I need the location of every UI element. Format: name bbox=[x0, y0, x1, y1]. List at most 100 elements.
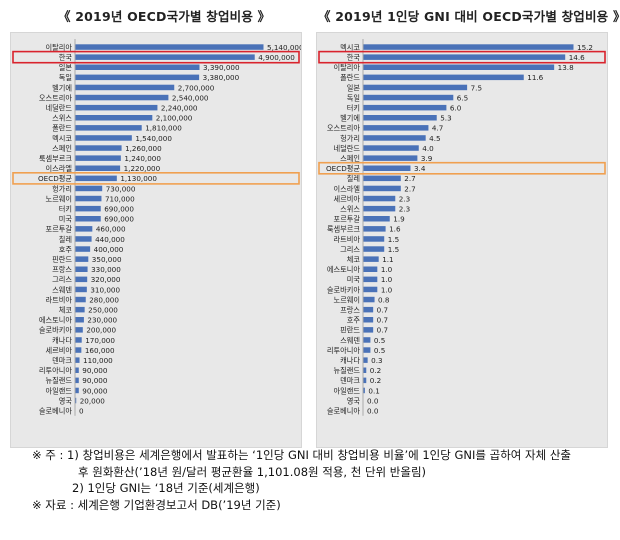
value-label: 4.0 bbox=[422, 144, 434, 153]
category-label: 헝가리 bbox=[52, 184, 72, 193]
bar bbox=[75, 296, 86, 303]
bar bbox=[75, 195, 102, 202]
bar bbox=[75, 115, 153, 121]
value-label: 200,000 bbox=[86, 326, 116, 335]
category-label: 이스라엘 bbox=[46, 164, 73, 173]
bar bbox=[75, 54, 255, 60]
bar bbox=[75, 397, 77, 404]
category-label: 덴마크 bbox=[340, 376, 360, 385]
bar bbox=[75, 266, 88, 272]
oecd-average-highlight-box bbox=[318, 161, 606, 175]
bar bbox=[75, 347, 82, 353]
value-label: 4.5 bbox=[429, 134, 440, 143]
category-label: 뉴질랜드 bbox=[334, 366, 361, 375]
value-label: 5.3 bbox=[440, 114, 451, 123]
bar bbox=[363, 125, 429, 131]
bar bbox=[75, 145, 122, 151]
category-label: 아일랜드 bbox=[334, 386, 361, 395]
category-label: 에스토니아 bbox=[39, 316, 72, 325]
bar bbox=[363, 44, 574, 50]
bar bbox=[363, 276, 378, 283]
value-label: 0.8 bbox=[378, 295, 390, 304]
category-label: 포르투갈 bbox=[334, 215, 361, 224]
category-label: 호주 bbox=[347, 316, 361, 325]
value-label: 2.3 bbox=[399, 204, 410, 213]
category-label: 노르웨이 bbox=[334, 295, 360, 304]
value-label: 1.5 bbox=[388, 245, 399, 254]
category-label: 스페인 bbox=[340, 154, 360, 163]
bar bbox=[75, 327, 83, 333]
bar bbox=[363, 286, 378, 293]
category-label: 캐나다 bbox=[340, 356, 360, 365]
category-label: 라트비아 bbox=[46, 295, 73, 304]
value-label: 3,380,000 bbox=[203, 73, 240, 82]
value-label: 0.5 bbox=[374, 336, 385, 345]
bar bbox=[363, 175, 401, 182]
category-label: 세르비아 bbox=[46, 346, 73, 355]
category-label: 터키 bbox=[347, 103, 360, 112]
category-label: 멕시코 bbox=[52, 134, 72, 143]
value-label: 230,000 bbox=[87, 316, 117, 325]
bar bbox=[363, 306, 374, 313]
value-label: 2.7 bbox=[404, 174, 415, 183]
category-label: 프랑스 bbox=[340, 305, 360, 314]
value-label: 1,540,000 bbox=[135, 134, 172, 143]
category-label: 벨기에 bbox=[340, 114, 360, 123]
category-label: 터키 bbox=[59, 204, 72, 213]
category-label: 덴마크 bbox=[52, 356, 72, 365]
category-label: 그리스 bbox=[340, 245, 360, 254]
value-label: 440,000 bbox=[95, 235, 125, 244]
category-label: 슬로베니아 bbox=[39, 406, 72, 415]
value-label: 7.5 bbox=[471, 83, 482, 92]
bar bbox=[75, 377, 79, 384]
bar bbox=[363, 54, 566, 60]
value-label: 1,240,000 bbox=[124, 154, 161, 163]
category-label: 스웨덴 bbox=[52, 285, 72, 294]
value-label: 350,000 bbox=[92, 255, 122, 264]
category-label: 네덜란드 bbox=[334, 144, 361, 153]
category-label: 일본 bbox=[347, 83, 361, 92]
bar bbox=[363, 135, 426, 141]
left-chart-panel: 이탈리아 5,140,000 한국 4,900,000 일본 3,390,000 독일 3,3… bbox=[10, 32, 302, 448]
category-label: 이스라엘 bbox=[334, 184, 361, 193]
category-label: 칠레 bbox=[347, 174, 360, 183]
bar bbox=[75, 155, 121, 161]
bar bbox=[75, 135, 132, 141]
category-label: OECD평균 bbox=[38, 174, 72, 183]
value-label: 1.9 bbox=[393, 215, 405, 224]
value-label: 4,900,000 bbox=[258, 53, 295, 62]
category-label: 오스트리아 bbox=[327, 124, 360, 133]
category-label: 룩셈부르크 bbox=[39, 154, 72, 163]
value-label: 690,000 bbox=[104, 204, 134, 213]
category-label: 호주 bbox=[59, 245, 73, 254]
bar bbox=[75, 165, 121, 171]
bar bbox=[363, 347, 371, 353]
value-label: 3.4 bbox=[414, 164, 426, 173]
bar bbox=[75, 84, 175, 91]
bar bbox=[75, 317, 84, 323]
category-label: 미국 bbox=[347, 275, 361, 284]
value-label: 4.7 bbox=[432, 124, 443, 133]
category-label: 체코 bbox=[347, 255, 361, 264]
value-label: 0.1 bbox=[368, 386, 379, 395]
value-label: 14.6 bbox=[569, 53, 585, 62]
bar bbox=[75, 226, 93, 232]
category-label: 스위스 bbox=[52, 114, 72, 123]
right-chart-title: 《 2019년 1인당 GNI 대비 OECD국가별 창업비용 》 bbox=[318, 9, 620, 24]
value-label: 1.0 bbox=[381, 275, 393, 284]
value-label: 11.6 bbox=[527, 73, 543, 82]
oecd-average-highlight-box bbox=[12, 172, 300, 185]
bar bbox=[75, 256, 89, 262]
bar bbox=[363, 115, 437, 121]
category-label: 라트비아 bbox=[334, 235, 361, 244]
category-label: 핀란드 bbox=[52, 255, 72, 264]
category-label: 영국 bbox=[59, 396, 73, 405]
value-label: 0.7 bbox=[377, 326, 388, 335]
category-label: 오스트리아 bbox=[39, 93, 72, 102]
category-label: 캐나다 bbox=[52, 336, 72, 345]
bar bbox=[75, 337, 82, 343]
category-label: 세르비아 bbox=[334, 194, 361, 203]
value-label: 1.0 bbox=[381, 265, 393, 274]
bar bbox=[75, 367, 79, 373]
category-label: 스페인 bbox=[52, 144, 72, 153]
